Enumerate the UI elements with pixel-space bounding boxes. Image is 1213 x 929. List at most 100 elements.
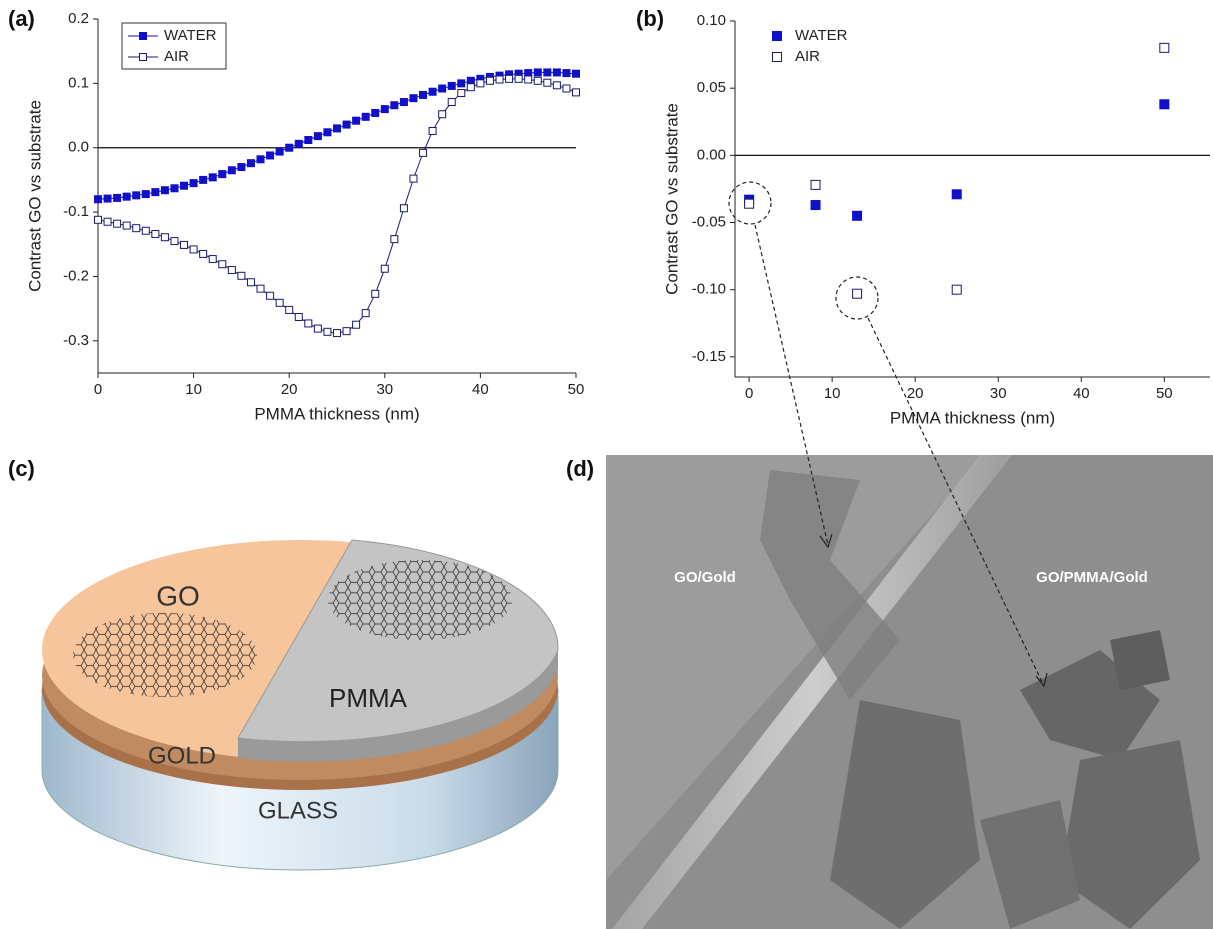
marker [285, 305, 294, 314]
marker [113, 193, 122, 202]
x-axis-title: PMMA thickness (nm) [254, 404, 419, 423]
x-axis-title: PMMA thickness (nm) [890, 408, 1055, 427]
marker [199, 249, 208, 258]
marker [543, 68, 552, 77]
marker [505, 74, 514, 83]
marker [151, 188, 160, 197]
x-tick-label: 50 [1156, 385, 1173, 402]
marker [390, 235, 399, 244]
marker [313, 132, 322, 141]
marker [218, 260, 227, 269]
marker [409, 94, 418, 103]
marker [533, 76, 542, 85]
legend-marker [772, 52, 782, 62]
x-tick-label: 0 [745, 385, 753, 402]
marker [132, 224, 141, 233]
marker [390, 101, 399, 110]
marker [361, 112, 370, 121]
marker [438, 84, 447, 93]
layer-label: GOLD [148, 742, 216, 769]
chart: 0.2 0.1 0.0 -0.1 -0.2 -0.3 0 10 20 30 40 50 PMMA thi… [25, 10, 584, 424]
marker [562, 69, 571, 78]
marker [380, 105, 389, 114]
marker [313, 324, 322, 333]
marker [409, 174, 418, 183]
marker [141, 226, 150, 235]
marker [256, 155, 265, 164]
y-tick-label: -0.2 [63, 267, 89, 284]
x-tick-label: 20 [907, 385, 924, 402]
marker [227, 266, 236, 275]
x-tick-label: 30 [376, 381, 393, 398]
panel-label: (b) [636, 6, 664, 31]
marker [342, 327, 351, 336]
marker [457, 79, 466, 88]
marker [218, 170, 227, 179]
layer-label: GLASS [258, 797, 338, 824]
marker [275, 298, 284, 307]
y-tick-label: 0.00 [697, 146, 726, 163]
marker [371, 289, 380, 298]
marker [103, 194, 112, 203]
y-tick-label: 0.0 [68, 139, 89, 156]
marker [246, 278, 255, 287]
marker [371, 108, 380, 117]
micrograph [606, 455, 1213, 929]
panel-label: (d) [566, 456, 594, 481]
y-tick-label: -0.3 [63, 332, 89, 349]
marker [122, 221, 131, 230]
marker [170, 237, 179, 246]
marker [419, 90, 428, 99]
legend-label: AIR [795, 48, 820, 65]
y-tick-label: -0.1 [63, 203, 89, 220]
panel-label: (c) [8, 456, 35, 481]
marker [457, 89, 466, 98]
marker [447, 98, 456, 107]
legend-marker [139, 32, 147, 40]
marker [275, 147, 284, 156]
marker [352, 320, 361, 329]
marker [514, 74, 523, 83]
marker [103, 217, 112, 226]
marker [485, 76, 494, 85]
x-tick-label: 10 [185, 381, 202, 398]
marker [552, 68, 561, 77]
x-tick-label: 10 [824, 385, 841, 402]
legend-label: WATER [795, 27, 848, 44]
y-axis-title: Contrast GO vs substrate [662, 103, 681, 295]
marker [447, 81, 456, 90]
marker [323, 128, 332, 137]
legend-label: AIR [164, 48, 189, 65]
marker [951, 284, 962, 295]
x-tick-label: 30 [990, 385, 1007, 402]
marker [113, 219, 122, 228]
marker [304, 319, 313, 328]
x-tick-label: 40 [472, 381, 489, 398]
y-tick-label: 0.05 [697, 79, 726, 96]
marker [744, 198, 755, 209]
y-tick-label: 0.2 [68, 10, 89, 27]
marker [189, 179, 198, 188]
marker [294, 313, 303, 322]
y-tick-label: -0.10 [692, 281, 726, 298]
marker [294, 139, 303, 148]
marker [189, 245, 198, 254]
layer-label: GO [156, 580, 200, 611]
legend-label: WATER [164, 27, 217, 44]
marker [495, 75, 504, 84]
panel-label: (a) [8, 6, 35, 31]
marker [266, 291, 275, 300]
marker [199, 175, 208, 184]
marker [951, 189, 962, 200]
series-line [97, 71, 577, 200]
marker [237, 271, 246, 280]
marker [428, 126, 437, 135]
marker [399, 204, 408, 213]
marker [810, 179, 821, 190]
region-label: GO/Gold [674, 569, 736, 586]
marker [285, 143, 294, 152]
marker [810, 200, 821, 211]
marker [342, 120, 351, 129]
x-tick-label: 20 [281, 381, 298, 398]
